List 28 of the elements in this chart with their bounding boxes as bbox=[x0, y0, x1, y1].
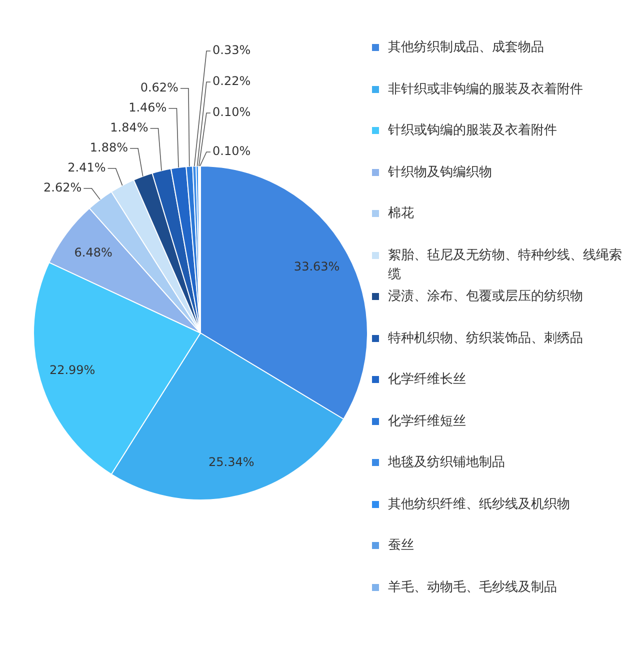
data-label: 0.62% bbox=[140, 80, 178, 95]
data-label: 0.22% bbox=[212, 74, 251, 88]
data-label: 2.41% bbox=[68, 160, 106, 175]
data-label: 1.46% bbox=[128, 100, 167, 115]
legend-label: 特种机织物、纺织装饰品、刺绣品 bbox=[388, 330, 583, 348]
legend-label: 化学纤维短丝 bbox=[388, 412, 466, 430]
data-label: 33.63% bbox=[294, 259, 340, 274]
legend-label: 地毯及纺织铺地制品 bbox=[388, 454, 505, 472]
legend-label: 絮胎、毡尼及无纺物、特种纱线、线绳索缆 bbox=[388, 246, 623, 284]
legend-label: 浸渍、涂布、包覆或层压的纺织物 bbox=[388, 288, 583, 306]
data-label: 0.33% bbox=[212, 43, 251, 58]
data-label: 1.84% bbox=[110, 120, 148, 135]
data-label: 25.34% bbox=[208, 455, 254, 470]
legend-label: 其他纺织纤维、纸纱线及机织物 bbox=[388, 496, 570, 514]
legend-label: 针织或钩编的服装及衣着附件 bbox=[388, 122, 557, 140]
legend-label: 棉花 bbox=[388, 205, 414, 223]
data-label: 2.62% bbox=[44, 180, 82, 195]
legend-label: 羊毛、动物毛、毛纱线及制品 bbox=[388, 578, 557, 596]
legend-label: 化学纤维长丝 bbox=[388, 371, 466, 389]
data-label: 6.48% bbox=[74, 245, 112, 260]
legend-label: 针织物及钩编织物 bbox=[388, 164, 492, 182]
data-label: 0.10% bbox=[212, 105, 251, 120]
data-label: 1.88% bbox=[90, 140, 128, 155]
legend-label: 非针织或非钩编的服装及衣着附件 bbox=[388, 80, 583, 98]
legend-label: 其他纺织制成品、成套物品 bbox=[388, 39, 544, 57]
data-label: 0.10% bbox=[212, 144, 251, 158]
data-label: 22.99% bbox=[49, 362, 96, 377]
legend-label: 蚕丝 bbox=[388, 537, 414, 555]
